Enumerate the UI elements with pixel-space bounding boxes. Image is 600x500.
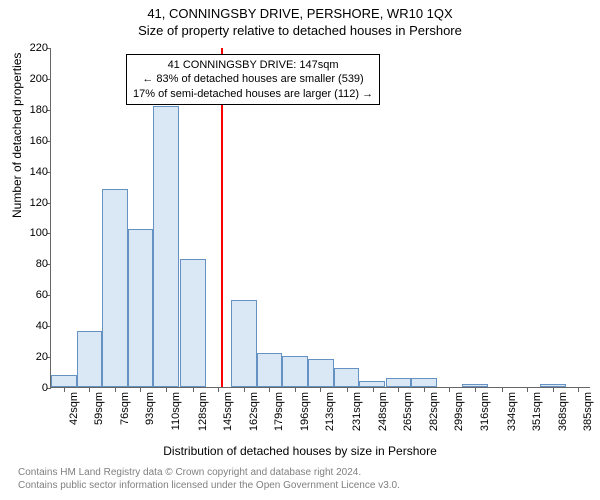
credits: Contains HM Land Registry data © Crown c…	[18, 466, 400, 492]
x-tick-mark	[398, 388, 399, 392]
histogram-bar	[102, 189, 128, 387]
x-tick-mark	[166, 388, 167, 392]
x-tick-mark	[140, 388, 141, 392]
x-tick-label: 128sqm	[197, 392, 209, 431]
x-tick-label: 334sqm	[506, 392, 518, 431]
x-tick-mark	[578, 388, 579, 392]
plot-area: 02040608010012014016018020022042sqm59sqm…	[50, 48, 590, 388]
x-tick-mark	[475, 388, 476, 392]
x-tick-mark	[527, 388, 528, 392]
x-tick-label: 231sqm	[351, 392, 363, 431]
histogram-bar	[308, 359, 334, 387]
x-tick-mark	[320, 388, 321, 392]
x-tick-label: 213sqm	[324, 392, 336, 431]
histogram-bar	[77, 331, 103, 387]
x-tick-mark	[89, 388, 90, 392]
x-tick-label: 179sqm	[273, 392, 285, 431]
x-tick-label: 145sqm	[222, 392, 234, 431]
histogram-bar	[231, 300, 257, 387]
y-tick-label: 160	[30, 135, 48, 147]
x-tick-label: 93sqm	[144, 392, 156, 425]
y-tick-label: 200	[30, 73, 48, 85]
y-tick-label: 140	[30, 166, 48, 178]
annotation-line: 41 CONNINGSBY DRIVE: 147sqm	[133, 58, 373, 72]
x-tick-label: 368sqm	[557, 392, 569, 431]
credit-line-2: Contains public sector information licen…	[18, 479, 400, 492]
histogram-bar	[51, 375, 77, 387]
x-tick-label: 248sqm	[377, 392, 389, 431]
histogram-bar	[257, 353, 283, 387]
y-tick-label: 80	[36, 258, 48, 270]
y-tick-label: 220	[30, 42, 48, 54]
x-tick-mark	[295, 388, 296, 392]
x-tick-label: 385sqm	[582, 392, 594, 431]
x-tick-label: 76sqm	[119, 392, 131, 425]
credit-line-1: Contains HM Land Registry data © Crown c…	[18, 466, 400, 479]
x-tick-mark	[115, 388, 116, 392]
x-tick-mark	[193, 388, 194, 392]
annotation-box: 41 CONNINGSBY DRIVE: 147sqm← 83% of deta…	[126, 54, 380, 105]
annotation-line: ← 83% of detached houses are smaller (53…	[133, 72, 373, 86]
histogram-bar	[462, 384, 488, 387]
histogram-bar	[180, 259, 206, 387]
x-tick-mark	[502, 388, 503, 392]
x-tick-mark	[269, 388, 270, 392]
x-tick-label: 265sqm	[402, 392, 414, 431]
x-tick-label: 42sqm	[68, 392, 80, 425]
chart-area: 02040608010012014016018020022042sqm59sqm…	[50, 48, 590, 388]
y-tick-label: 0	[42, 382, 48, 394]
x-tick-label: 196sqm	[299, 392, 311, 431]
y-tick-label: 100	[30, 227, 48, 239]
x-tick-mark	[244, 388, 245, 392]
histogram-bar	[359, 381, 385, 387]
y-axis-label: Number of detached properties	[10, 53, 24, 218]
x-tick-mark	[373, 388, 374, 392]
x-tick-label: 299sqm	[453, 392, 465, 431]
x-tick-label: 162sqm	[248, 392, 260, 431]
histogram-bar	[411, 378, 437, 387]
y-tick-label: 120	[30, 197, 48, 209]
x-tick-mark	[449, 388, 450, 392]
chart-title-main: 41, CONNINGSBY DRIVE, PERSHORE, WR10 1QX	[0, 0, 600, 21]
x-tick-label: 351sqm	[531, 392, 543, 431]
y-tick-label: 180	[30, 104, 48, 116]
y-tick-label: 40	[36, 320, 48, 332]
x-tick-mark	[424, 388, 425, 392]
x-tick-label: 110sqm	[170, 392, 182, 430]
histogram-bar	[153, 106, 179, 387]
x-axis-label: Distribution of detached houses by size …	[0, 444, 600, 458]
histogram-bar	[540, 384, 566, 387]
x-tick-label: 282sqm	[428, 392, 440, 431]
y-tick-label: 60	[36, 289, 48, 301]
x-tick-mark	[347, 388, 348, 392]
histogram-bar	[128, 229, 154, 387]
x-tick-mark	[64, 388, 65, 392]
histogram-bar	[282, 356, 308, 387]
histogram-bar	[334, 368, 360, 387]
y-tick-label: 20	[36, 351, 48, 363]
chart-title-sub: Size of property relative to detached ho…	[0, 21, 600, 38]
x-tick-mark	[218, 388, 219, 392]
x-tick-label: 59sqm	[93, 392, 105, 425]
x-tick-label: 316sqm	[479, 392, 491, 431]
annotation-line: 17% of semi-detached houses are larger (…	[133, 87, 373, 101]
histogram-bar	[386, 378, 412, 387]
x-tick-mark	[553, 388, 554, 392]
